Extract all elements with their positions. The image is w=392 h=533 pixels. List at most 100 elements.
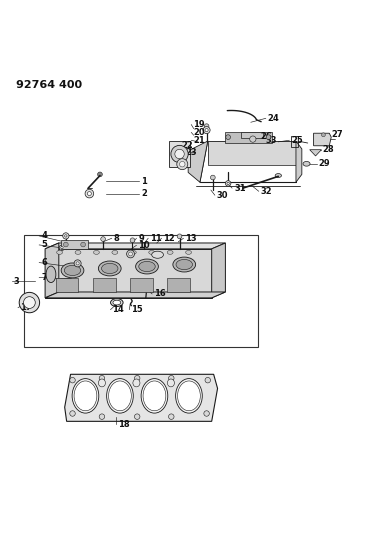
- Ellipse shape: [74, 381, 97, 411]
- Circle shape: [169, 414, 174, 419]
- Text: 4: 4: [41, 231, 47, 240]
- Ellipse shape: [133, 379, 140, 387]
- Circle shape: [127, 250, 134, 258]
- Ellipse shape: [141, 378, 168, 413]
- Circle shape: [65, 235, 67, 237]
- Circle shape: [227, 182, 229, 184]
- Text: 21: 21: [193, 136, 205, 145]
- Text: 22: 22: [181, 141, 193, 150]
- Ellipse shape: [176, 260, 192, 270]
- Circle shape: [130, 238, 135, 243]
- Circle shape: [204, 411, 209, 416]
- Ellipse shape: [56, 251, 63, 254]
- Text: 18: 18: [118, 419, 129, 429]
- Text: 7: 7: [41, 273, 47, 282]
- Ellipse shape: [64, 265, 81, 276]
- Text: 8: 8: [114, 234, 120, 243]
- Text: 5: 5: [41, 240, 47, 249]
- Ellipse shape: [111, 298, 123, 306]
- Circle shape: [205, 377, 211, 383]
- Circle shape: [63, 233, 69, 239]
- Ellipse shape: [61, 263, 84, 278]
- Circle shape: [99, 414, 105, 419]
- Circle shape: [266, 135, 271, 140]
- Circle shape: [59, 245, 65, 251]
- Ellipse shape: [136, 259, 158, 274]
- Circle shape: [129, 252, 132, 256]
- Polygon shape: [310, 150, 321, 156]
- Circle shape: [175, 149, 184, 159]
- Text: 27: 27: [331, 130, 343, 139]
- Text: 25: 25: [291, 136, 303, 145]
- Circle shape: [225, 181, 231, 186]
- Text: 28: 28: [323, 145, 334, 154]
- Circle shape: [70, 377, 75, 383]
- Circle shape: [180, 161, 185, 167]
- Text: 9: 9: [138, 234, 144, 243]
- Ellipse shape: [176, 378, 202, 413]
- Bar: [93, 278, 116, 292]
- Text: 92764 400: 92764 400: [16, 80, 82, 90]
- Circle shape: [205, 128, 208, 132]
- Text: 19: 19: [193, 120, 205, 129]
- Circle shape: [171, 146, 188, 163]
- Ellipse shape: [143, 381, 166, 411]
- Circle shape: [19, 293, 40, 313]
- Circle shape: [169, 375, 174, 381]
- Polygon shape: [314, 133, 331, 146]
- Circle shape: [101, 237, 105, 241]
- Text: 23: 23: [185, 148, 197, 157]
- Text: 26: 26: [261, 132, 272, 141]
- Polygon shape: [45, 243, 225, 249]
- Circle shape: [134, 414, 140, 419]
- Text: 11: 11: [150, 234, 162, 243]
- Text: 15: 15: [131, 305, 143, 314]
- Text: 33: 33: [265, 136, 277, 145]
- Ellipse shape: [112, 251, 118, 254]
- Polygon shape: [188, 141, 208, 182]
- Polygon shape: [296, 141, 302, 182]
- Text: 31: 31: [234, 183, 246, 192]
- Ellipse shape: [167, 379, 174, 387]
- Text: 6: 6: [41, 258, 47, 267]
- Bar: [167, 278, 190, 292]
- Ellipse shape: [178, 381, 200, 411]
- Circle shape: [226, 135, 230, 140]
- Text: 1: 1: [141, 176, 147, 185]
- Ellipse shape: [75, 251, 81, 254]
- Ellipse shape: [93, 251, 100, 254]
- Ellipse shape: [130, 251, 136, 254]
- Polygon shape: [61, 240, 88, 249]
- Text: 2: 2: [141, 189, 147, 198]
- Circle shape: [203, 126, 210, 134]
- Ellipse shape: [98, 379, 105, 387]
- Ellipse shape: [139, 261, 155, 272]
- Text: 17: 17: [20, 303, 32, 312]
- Polygon shape: [45, 243, 59, 298]
- Text: 12: 12: [163, 234, 175, 243]
- Ellipse shape: [303, 161, 310, 166]
- Circle shape: [24, 297, 35, 309]
- Ellipse shape: [72, 378, 99, 413]
- Circle shape: [98, 172, 102, 177]
- Text: 29: 29: [319, 159, 330, 168]
- Ellipse shape: [186, 251, 191, 254]
- Polygon shape: [208, 141, 296, 165]
- Circle shape: [177, 234, 182, 239]
- Circle shape: [64, 242, 68, 247]
- Polygon shape: [45, 249, 212, 298]
- Circle shape: [321, 133, 325, 137]
- Bar: [169, 141, 190, 166]
- Polygon shape: [65, 374, 218, 422]
- Ellipse shape: [152, 251, 163, 259]
- Circle shape: [211, 175, 215, 180]
- Text: 13: 13: [185, 234, 197, 243]
- Text: 32: 32: [261, 187, 272, 196]
- Bar: [24, 235, 258, 347]
- Text: 14: 14: [113, 305, 124, 314]
- Circle shape: [87, 192, 91, 196]
- Ellipse shape: [109, 381, 131, 411]
- Circle shape: [76, 262, 79, 265]
- Ellipse shape: [149, 251, 154, 254]
- Circle shape: [250, 136, 256, 142]
